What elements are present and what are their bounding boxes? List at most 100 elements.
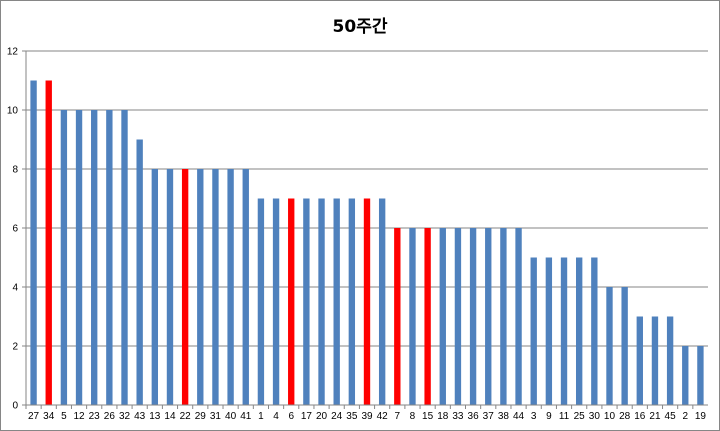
bar-19 <box>697 346 704 405</box>
y-tick-label: 8 <box>12 165 18 176</box>
bar-21 <box>651 316 659 405</box>
bar-27 <box>30 80 37 405</box>
bar-37 <box>485 228 492 405</box>
x-tick-label: 5 <box>61 411 67 422</box>
bar-18 <box>439 228 446 405</box>
bar-6 <box>288 198 295 405</box>
bar-23 <box>91 110 98 405</box>
bar-35 <box>348 198 356 405</box>
bar-34 <box>45 80 52 405</box>
x-tick-label: 43 <box>134 411 146 422</box>
x-tick-label: 24 <box>331 411 343 422</box>
x-tick-label: 40 <box>225 411 237 422</box>
y-tick-label: 12 <box>7 47 19 58</box>
x-tick-label: 12 <box>73 411 85 422</box>
x-tick-label: 35 <box>346 411 358 422</box>
x-tick-label: 30 <box>589 411 601 422</box>
y-tick-label: 2 <box>12 342 18 353</box>
x-tick-label: 7 <box>395 411 401 422</box>
x-tick-label: 36 <box>468 411 480 422</box>
bar-30 <box>591 257 598 405</box>
x-tick-label: 21 <box>649 411 661 422</box>
x-tick-label: 3 <box>531 411 537 422</box>
x-tick-label: 34 <box>43 411 55 422</box>
bar-2 <box>682 346 689 405</box>
chart-title: 50주간 <box>332 17 388 37</box>
x-tick-label: 42 <box>377 411 389 422</box>
bar-1 <box>257 198 265 405</box>
y-tick-label: 10 <box>7 106 19 117</box>
bar-45 <box>666 316 674 405</box>
x-tick-label: 16 <box>634 411 646 422</box>
x-tick-label: 39 <box>361 411 373 422</box>
x-tick-label: 32 <box>119 411 131 422</box>
x-tick-label: 31 <box>210 411 222 422</box>
bar-33 <box>454 228 462 405</box>
x-tick-label: 19 <box>695 411 707 422</box>
bar-20 <box>318 198 325 405</box>
bar-24 <box>333 198 340 405</box>
bar-38 <box>500 228 507 405</box>
bar-12 <box>75 110 83 405</box>
x-tick-label: 11 <box>559 411 570 422</box>
x-tick-label: 25 <box>574 411 586 422</box>
x-tick-label: 17 <box>301 411 313 422</box>
x-tick-label: 8 <box>410 411 416 422</box>
x-tick-label: 1 <box>258 411 264 422</box>
bar-4 <box>272 198 280 405</box>
x-tick-label: 33 <box>452 411 464 422</box>
x-tick-label: 20 <box>316 411 328 422</box>
bar-13 <box>151 169 159 405</box>
bar-28 <box>621 287 628 405</box>
bar-43 <box>136 139 143 405</box>
bar-3 <box>530 257 537 405</box>
bar-10 <box>606 287 613 405</box>
bar-44 <box>515 228 522 405</box>
bar-5 <box>60 110 68 405</box>
bar-31 <box>212 169 219 405</box>
x-tick-label: 45 <box>665 411 677 422</box>
x-tick-label: 41 <box>240 411 252 422</box>
x-tick-label: 28 <box>619 411 631 422</box>
bar-29 <box>197 169 204 405</box>
x-tick-label: 9 <box>546 411 552 422</box>
x-tick-label: 6 <box>288 411 294 422</box>
bar-14 <box>166 169 174 405</box>
bar-8 <box>409 228 416 405</box>
bar-25 <box>575 257 583 405</box>
bar-16 <box>636 316 643 405</box>
bar-17 <box>303 198 310 405</box>
x-axis-ticks: 27 34 5 12 23 26 32 43 13 14 22 29 31 40 41 1 4 6 17 20 24 35… <box>25 405 707 422</box>
bar-7 <box>394 228 401 405</box>
x-tick-label: 15 <box>422 411 434 422</box>
bar-42 <box>378 198 386 405</box>
bar-32 <box>121 110 128 405</box>
x-tick-label: 44 <box>513 411 525 422</box>
y-tick-label: 6 <box>12 224 18 235</box>
bar-40 <box>227 169 234 405</box>
x-tick-label: 4 <box>273 411 279 422</box>
bar-26 <box>106 110 113 405</box>
bar-36 <box>469 228 477 405</box>
bar-41 <box>242 169 249 405</box>
bar-15 <box>424 228 431 405</box>
x-tick-label: 26 <box>104 411 116 422</box>
y-axis-ticks: 0 2 4 6 8 10 12 <box>7 47 26 412</box>
bar-9 <box>545 257 553 405</box>
y-tick-label: 4 <box>12 283 18 294</box>
x-tick-label: 37 <box>483 411 495 422</box>
bar-11 <box>560 257 568 405</box>
bars <box>30 80 704 405</box>
bar-22 <box>181 169 189 405</box>
x-tick-label: 13 <box>149 411 161 422</box>
bar-39 <box>363 198 371 405</box>
x-tick-label: 23 <box>89 411 101 422</box>
x-tick-label: 27 <box>28 411 40 422</box>
y-tick-label: 0 <box>12 401 18 412</box>
x-tick-label: 29 <box>195 411 207 422</box>
x-tick-label: 22 <box>180 411 192 422</box>
x-tick-label: 2 <box>682 411 688 422</box>
x-tick-label: 14 <box>164 411 176 422</box>
